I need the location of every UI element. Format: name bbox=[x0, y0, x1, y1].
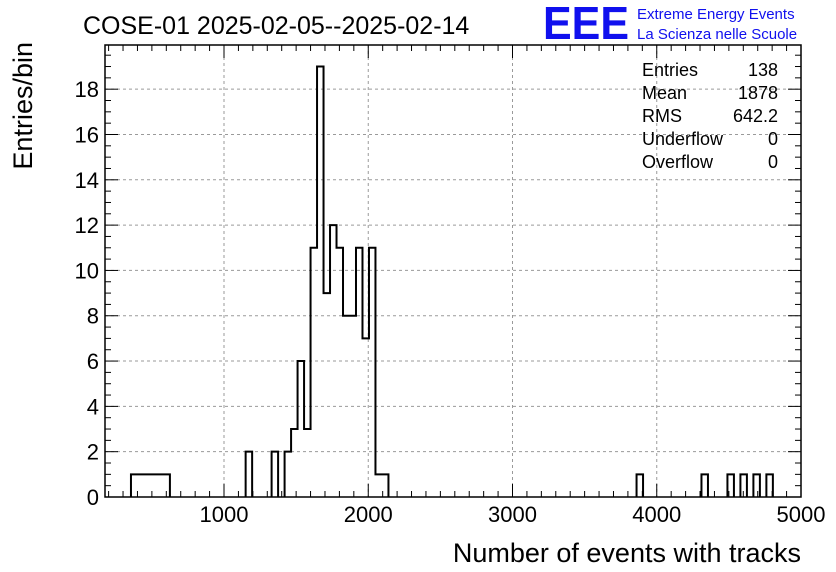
histogram-bars bbox=[129, 65, 774, 497]
stats-value: 1878 bbox=[738, 83, 778, 103]
y-tick-label: 16 bbox=[75, 122, 99, 147]
stats-value: 138 bbox=[748, 60, 778, 80]
stats-label: Entries bbox=[642, 60, 698, 80]
histogram-bin bbox=[304, 429, 310, 497]
y-tick-label: 2 bbox=[87, 440, 99, 465]
y-tick-label: 6 bbox=[87, 349, 99, 374]
histogram-bin bbox=[356, 248, 362, 497]
axis-tick-labels: 1000 2000 3000 4000 5000 0 2 4 6 8 10 12 14 16 18 bbox=[75, 77, 826, 527]
histogram-bin bbox=[157, 474, 163, 497]
histogram-bin bbox=[337, 248, 343, 497]
chart-title: COSE-01 2025-02-05--2025-02-14 bbox=[83, 12, 469, 40]
histogram-bin bbox=[246, 452, 252, 497]
eee-logo: EEE Extreme Energy Events La Scienza nel… bbox=[543, 0, 797, 49]
x-axis-title: Number of events with tracks bbox=[453, 538, 801, 568]
stats-value: 0 bbox=[768, 152, 778, 172]
x-tick-label: 3000 bbox=[488, 502, 537, 527]
histogram-bin bbox=[272, 452, 278, 497]
y-tick-label: 8 bbox=[87, 304, 99, 329]
eee-logo-line2: La Scienza nelle Scuole bbox=[637, 26, 797, 43]
histogram-bin bbox=[343, 316, 349, 497]
eee-logo-line1: Extreme Energy Events bbox=[637, 6, 795, 23]
histogram-bin bbox=[330, 225, 336, 497]
y-tick-label: 18 bbox=[75, 77, 99, 102]
histogram-bin bbox=[324, 293, 330, 497]
y-tick-label: 12 bbox=[75, 213, 99, 238]
stats-label: Overflow bbox=[642, 152, 714, 172]
y-tick-label: 4 bbox=[87, 394, 99, 419]
histogram-bin bbox=[317, 67, 323, 497]
x-tick-label: 5000 bbox=[777, 502, 826, 527]
x-tick-label: 4000 bbox=[632, 502, 681, 527]
histogram-bin bbox=[701, 474, 707, 497]
x-tick-label: 2000 bbox=[344, 502, 393, 527]
plot-frame bbox=[104, 44, 802, 498]
stats-label: RMS bbox=[642, 106, 682, 126]
x-tick-label: 1000 bbox=[200, 502, 249, 527]
y-axis-title: Entries/bin bbox=[8, 42, 38, 170]
y-tick-label: 14 bbox=[75, 168, 99, 193]
stats-label: Underflow bbox=[642, 129, 724, 149]
stats-value: 0 bbox=[768, 129, 778, 149]
histogram-bin bbox=[291, 429, 297, 497]
histogram-bin bbox=[285, 452, 291, 497]
histogram-bin bbox=[362, 338, 368, 497]
axis-ticks bbox=[105, 45, 802, 498]
eee-logo-mark: EEE bbox=[543, 0, 629, 49]
histogram-bin bbox=[350, 316, 356, 497]
stats-box: Entries 138 Mean 1878 RMS 642.2 Underflow 0 Over… bbox=[642, 60, 778, 172]
stats-label: Mean bbox=[642, 83, 687, 103]
histogram-bin bbox=[375, 474, 381, 497]
histogram-outline bbox=[129, 65, 774, 497]
histogram-bin bbox=[369, 248, 375, 497]
histogram-bin bbox=[144, 474, 150, 497]
grid-lines bbox=[105, 45, 801, 497]
y-tick-label: 10 bbox=[75, 258, 99, 283]
stats-value: 642.2 bbox=[733, 106, 778, 126]
histogram-bin bbox=[753, 474, 759, 497]
y-tick-label: 0 bbox=[87, 485, 99, 510]
histogram-bin bbox=[137, 474, 143, 497]
histogram-bin bbox=[311, 248, 317, 497]
histogram-bin bbox=[298, 361, 304, 497]
histogram-bin bbox=[131, 474, 137, 497]
